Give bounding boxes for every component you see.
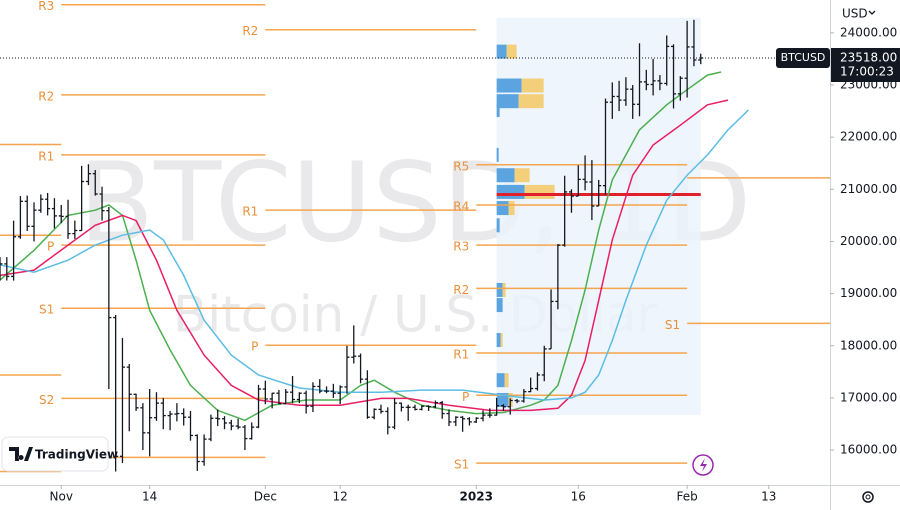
pivot-label: R1 <box>38 149 54 163</box>
moving-average <box>0 71 722 422</box>
profile-up <box>496 44 507 59</box>
pivot-label: R3 <box>38 0 54 13</box>
pivot-label: P <box>47 240 54 254</box>
settings-icon[interactable] <box>862 491 874 503</box>
pivot-label: S1 <box>665 318 680 332</box>
pivot-label: R4 <box>453 199 469 213</box>
axes: 16000.00 17000.00 18000.00 19000.00 20000.00… <box>50 25 900 504</box>
y-tick-label: 24000.00 <box>840 25 897 39</box>
pivot-label: S1 <box>39 303 54 317</box>
y-tick-label: 22000.00 <box>840 130 897 144</box>
profile-down <box>514 168 530 183</box>
price-axis-panel <box>830 0 900 510</box>
pivot-label: R2 <box>38 89 54 103</box>
profile-down <box>506 44 517 59</box>
symbol-name: BTCUSD <box>781 51 826 64</box>
volume-profile <box>496 17 701 416</box>
pivot-label: R2 <box>242 24 258 38</box>
y-tick-label: 18000.00 <box>840 338 897 352</box>
countdown: 17:00:23 <box>840 64 894 78</box>
pivot-label: P <box>462 390 469 404</box>
profile-up <box>496 201 509 216</box>
x-tick-label: Feb <box>677 490 698 504</box>
pivot-label: S1 <box>454 458 469 472</box>
price-tag <box>831 47 900 82</box>
profile-down <box>518 94 544 109</box>
pivot-label: S2 <box>39 393 54 407</box>
logo-box <box>1 436 109 472</box>
profile-down <box>508 201 515 216</box>
pivot-label: R1 <box>453 348 469 362</box>
pivot-label: R3 <box>453 240 469 254</box>
currency[interactable]: USD <box>842 7 868 21</box>
profile-up <box>496 147 499 162</box>
alert-icon[interactable] <box>692 454 714 476</box>
moving-average <box>0 109 749 401</box>
profile-up <box>496 103 500 118</box>
pivot-levels: R3 R2 R1 P S1 S2 R2 R1 P R5 R4 R3 R2 R1 P S1 S1 <box>0 0 830 473</box>
brand-name: TradingView <box>35 448 118 462</box>
profile-up <box>496 184 525 199</box>
price-label: 23518.00 <box>840 50 897 64</box>
brand-logo: TradingView <box>1 436 118 472</box>
profile-down <box>524 184 555 199</box>
profile-up <box>496 282 503 297</box>
profile-down <box>500 333 503 348</box>
pivot-label: R1 <box>242 205 258 219</box>
y-tick-label: 19000.00 <box>840 286 897 300</box>
profile-up <box>496 78 522 93</box>
currency-caret[interactable] <box>868 10 876 15</box>
profile-down <box>502 282 506 297</box>
alert-bolt[interactable] <box>700 458 707 472</box>
x-tick-label: 13 <box>761 490 776 504</box>
gear[interactable] <box>862 491 874 503</box>
x-tick-label: 12 <box>333 490 348 504</box>
pivot-label: R2 <box>453 283 469 297</box>
profile-up <box>496 168 515 183</box>
price-bars <box>0 19 704 472</box>
y-tick-label: 21000.00 <box>840 182 897 196</box>
profile-down <box>504 373 509 388</box>
profile-down <box>521 78 544 93</box>
profile-up <box>496 218 500 233</box>
profile-up <box>496 392 509 407</box>
x-tick-label: 16 <box>571 490 586 504</box>
y-tick-label: 20000.00 <box>840 234 897 248</box>
gear-hub[interactable] <box>865 494 871 500</box>
y-tick-label: 16000.00 <box>840 443 897 457</box>
x-tick-label: 2023 <box>460 490 493 504</box>
pivot-label: R5 <box>453 159 469 173</box>
profile-up <box>496 333 501 348</box>
profile-range <box>496 17 701 416</box>
x-tick-label: Nov <box>50 490 73 504</box>
x-tick-label: 14 <box>142 490 157 504</box>
logo-mark <box>9 447 33 461</box>
profile-up <box>496 298 503 313</box>
symbol-tag <box>776 47 830 68</box>
y-tick-label: 17000.00 <box>840 390 897 404</box>
profile-up <box>496 373 505 388</box>
profile-up <box>496 94 519 109</box>
x-tick-label: Dec <box>254 490 277 504</box>
time-axis-panel <box>0 485 900 510</box>
pivot-label: P <box>251 340 258 354</box>
